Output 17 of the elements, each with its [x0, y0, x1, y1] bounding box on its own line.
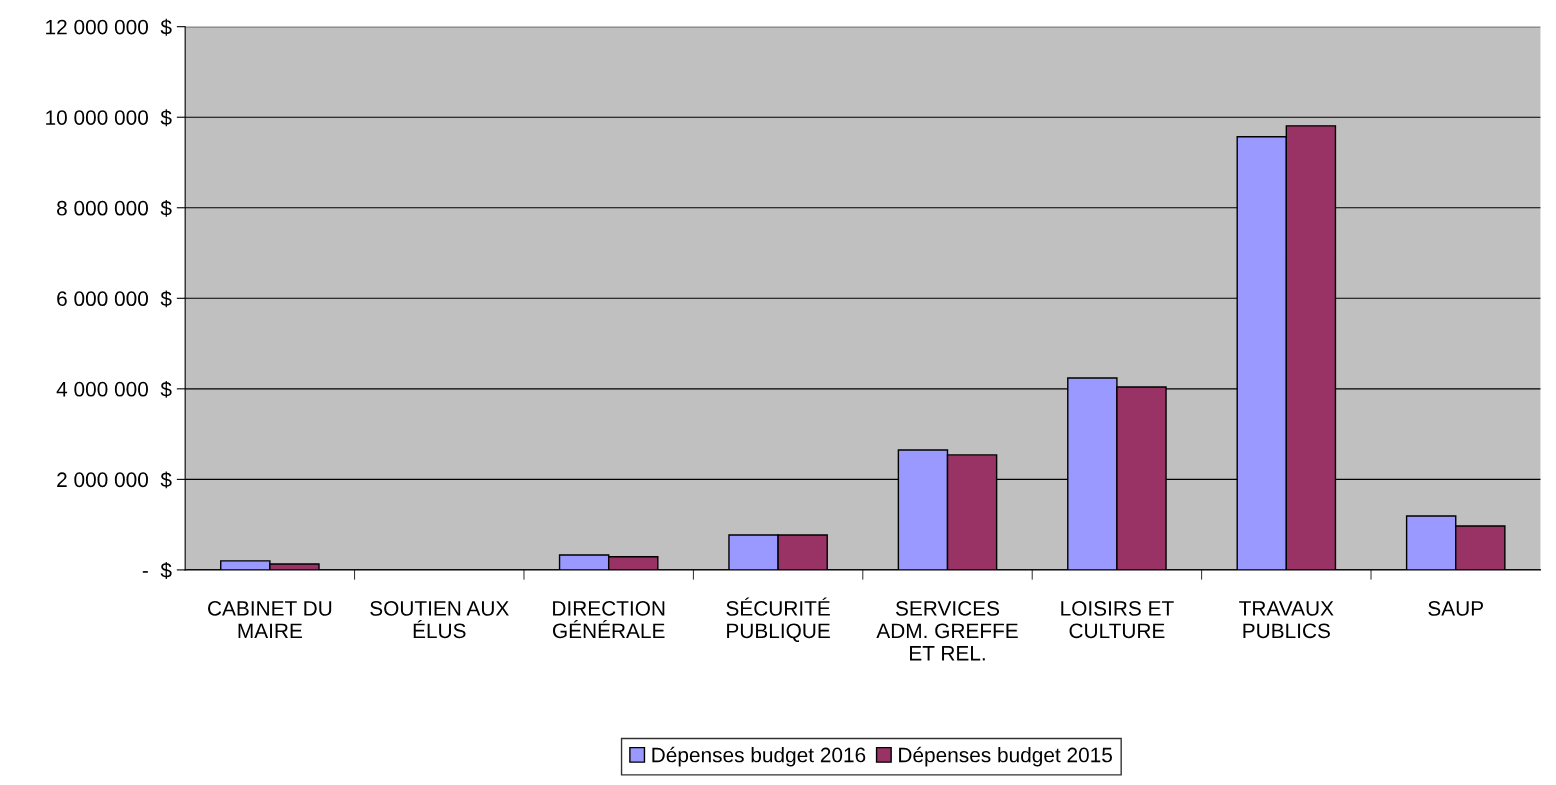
legend-label: Dépenses budget 2015: [899, 746, 1112, 767]
y-tick-label: 2 000 000 $: [57, 471, 172, 489]
legend-label: Dépenses budget 2016: [652, 746, 866, 767]
x-tick-label: SOUTIEN AUX ÉLUS: [370, 601, 509, 639]
y-tick-label: - $: [142, 562, 172, 579]
y-tick-label: 4 000 000 $: [56, 380, 172, 398]
x-tick-label: SAUP: [1428, 601, 1483, 616]
x-tick-label: DIRECTION GÉNÉRALE: [553, 601, 665, 639]
x-tick-label: CABINET DU MAIRE: [208, 601, 332, 638]
y-tick-label: 12 000 000 $: [46, 18, 172, 36]
x-tick-label: SÉCURITÉ PUBLIQUE: [726, 597, 830, 642]
y-tick-label: 10 000 000 $: [46, 109, 172, 127]
y-tick-label: 6 000 000 $: [57, 290, 172, 308]
x-tick-label: LOISIRS ET CULTURE: [1061, 601, 1174, 639]
x-tick-label: SERVICES ADM. GREFFE ET REL.: [876, 601, 1018, 661]
y-tick-label: 8 000 000 $: [57, 199, 172, 217]
x-tick-label: TRAVAUX PUBLICS: [1239, 601, 1334, 639]
